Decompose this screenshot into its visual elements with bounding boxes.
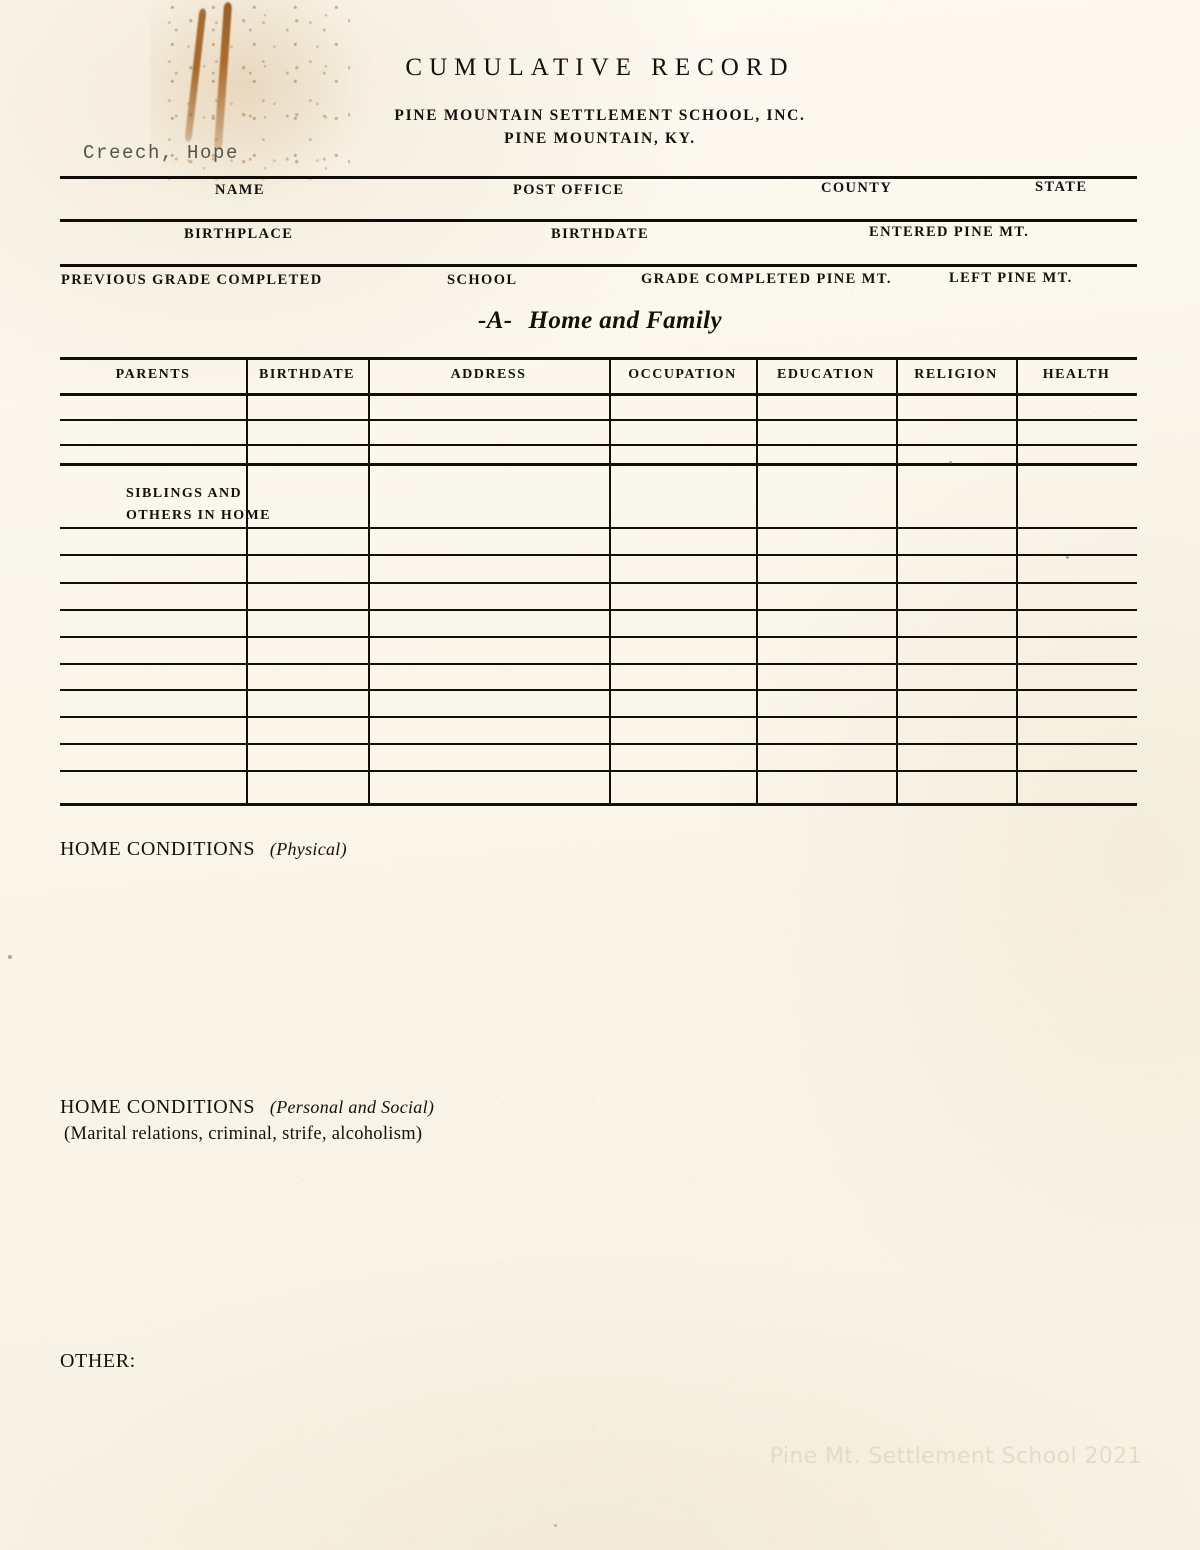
identification-rule-2 xyxy=(60,219,1137,222)
table-row-line xyxy=(60,663,1137,665)
field-label-birthplace: BIRTHPLACE xyxy=(184,226,294,242)
organization-location: PINE MOUNTAIN, KY. xyxy=(504,130,696,147)
prompt-label: HOME CONDITIONS xyxy=(60,838,256,860)
table-column-divider xyxy=(609,357,611,804)
column-header-education: EDUCATION xyxy=(776,367,876,382)
paper-speck xyxy=(1066,556,1069,559)
table-column-divider xyxy=(1016,357,1018,804)
siblings-label-line-1: SIBLINGS AND xyxy=(126,486,243,501)
identification-rule-1 xyxy=(60,176,1137,179)
prompt-qualifier: (Physical) xyxy=(269,839,347,859)
paper-speck xyxy=(8,955,12,959)
table-column-divider xyxy=(246,357,248,804)
prompt-qualifier: (Personal and Social) xyxy=(269,1097,435,1117)
table-row-line xyxy=(60,743,1137,745)
table-row-line xyxy=(60,444,1137,446)
section-number: -A- xyxy=(477,307,513,334)
column-header-address: ADDRESS xyxy=(450,367,527,382)
table-top-border xyxy=(60,357,1137,361)
page-title: CUMULATIVE RECORD xyxy=(405,54,795,81)
field-label-grade-completed-pine-mt: GRADE COMPLETED PINE MT. xyxy=(641,271,892,287)
column-header-birthdate: BIRTHDATE xyxy=(259,367,355,382)
table-header-border xyxy=(60,393,1137,397)
siblings-row-label: SIBLINGS AND OTHERS IN HOME xyxy=(126,483,271,527)
prompt-other: OTHER: xyxy=(60,1350,136,1372)
table-row-line xyxy=(60,582,1137,584)
table-row-line xyxy=(60,419,1137,421)
field-label-state: STATE xyxy=(1035,179,1088,195)
section-title: Home and Family xyxy=(528,307,723,334)
paper-speck xyxy=(554,1524,557,1527)
table-row-line xyxy=(60,770,1137,772)
column-header-parents: PARENTS xyxy=(115,367,191,382)
column-header-occupation: OCCUPATION xyxy=(628,367,737,382)
field-label-county: COUNTY xyxy=(821,180,893,196)
prompt-home-conditions-social: HOME CONDITIONS (Personal and Social) (M… xyxy=(60,1096,434,1145)
field-label-school: SCHOOL xyxy=(447,272,518,288)
field-label-post-office: POST OFFICE xyxy=(513,182,625,198)
table-row-line xyxy=(60,527,1137,529)
identification-rule-3 xyxy=(60,264,1137,267)
prompt-label: HOME CONDITIONS xyxy=(60,1096,256,1118)
table-column-divider xyxy=(756,357,758,804)
table-row-line xyxy=(60,609,1137,611)
table-column-divider xyxy=(896,357,898,804)
prompt-detail: (Marital relations, criminal, strife, al… xyxy=(64,1124,423,1144)
table-row-line xyxy=(60,636,1137,638)
table-column-divider xyxy=(368,357,370,804)
prompt-home-conditions-physical: HOME CONDITIONS (Physical) xyxy=(60,838,347,861)
table-parents-bottom-border xyxy=(60,463,1137,467)
section-heading: -A- Home and Family xyxy=(0,307,1200,335)
table-row-line xyxy=(60,689,1137,691)
field-label-name: NAME xyxy=(215,182,265,198)
field-label-entered-pine-mt: ENTERED PINE MT. xyxy=(869,224,1030,240)
field-label-previous-grade-completed: PREVIOUS GRADE COMPLETED xyxy=(61,272,323,288)
column-header-health: HEALTH xyxy=(1042,367,1111,382)
table-bottom-border xyxy=(60,803,1137,807)
field-label-left-pine-mt: LEFT PINE MT. xyxy=(949,270,1073,286)
digitization-watermark: Pine Mt. Settlement School 2021 xyxy=(769,1444,1142,1469)
column-header-religion: RELIGION xyxy=(914,367,998,382)
paper-speck xyxy=(949,461,952,464)
home-and-family-table: PARENTS BIRTHDATE ADDRESS OCCUPATION EDU… xyxy=(60,357,1137,807)
organization-name: PINE MOUNTAIN SETTLEMENT SCHOOL, INC. xyxy=(394,107,806,124)
table-row-line xyxy=(60,554,1137,556)
student-name-value: Creech, Hope xyxy=(83,142,240,164)
siblings-label-line-2: OTHERS IN HOME xyxy=(126,508,271,523)
table-row-line xyxy=(60,716,1137,718)
field-label-birthdate: BIRTHDATE xyxy=(551,226,650,242)
